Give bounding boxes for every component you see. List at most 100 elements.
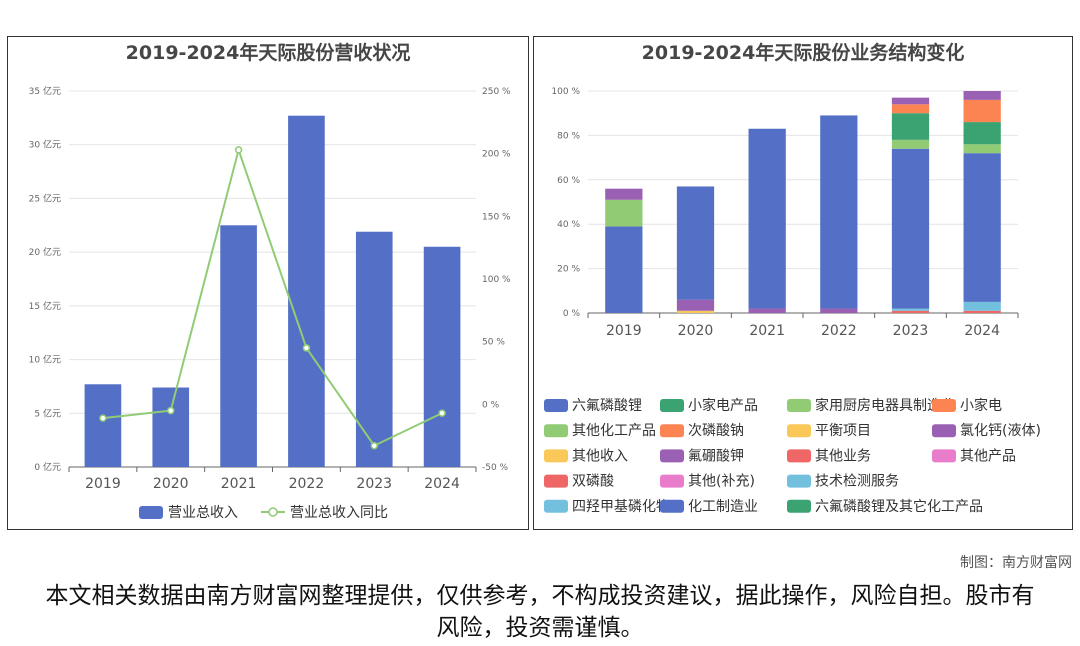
legend-swatch: [787, 499, 811, 513]
y-axis-tick-label: 100 %: [551, 87, 580, 97]
legend-label: 氟硼酸钾: [688, 448, 744, 464]
revenue-bar: [220, 225, 257, 467]
legend-swatch: [660, 449, 684, 463]
stacked-bar-segment: [676, 310, 715, 313]
x-axis-category-label: 2021: [221, 476, 257, 492]
stacked-bar-segment: [891, 104, 930, 114]
legend-swatch: [932, 449, 956, 463]
legend-swatch: [544, 499, 568, 513]
stacked-bar-segment: [820, 115, 858, 309]
revenue-bar: [84, 384, 122, 467]
legend-label: 家用厨房电器具制造业: [815, 397, 955, 414]
yoy-point: [302, 344, 311, 352]
legend-label: 四羟甲基磷化物: [572, 498, 670, 515]
legend-label: 其他产品: [960, 448, 1016, 464]
x-axis-category-label: 2019: [85, 476, 121, 492]
x-axis-category-label: 2019: [606, 323, 642, 339]
x-axis-category-label: 2023: [356, 476, 392, 492]
y-axis-tick-label: 30 亿元: [29, 139, 61, 151]
yoy-point: [438, 409, 446, 417]
x-axis-category-label: 2020: [678, 323, 714, 339]
chart-title: 2019-2024年天际股份业务结构变化: [642, 41, 965, 64]
stacked-bar-segment: [963, 301, 1001, 311]
legend-swatch: [660, 499, 684, 513]
stacked-bar-segment: [748, 128, 786, 309]
yoy-point: [99, 414, 107, 422]
legend-label: 次磷酸钠: [688, 423, 744, 439]
yoy-point: [370, 441, 378, 450]
x-axis-category-label: 2024: [964, 323, 1000, 339]
legend-swatch: [787, 424, 811, 438]
stacked-bar-segment: [820, 308, 858, 313]
y-axis-tick-label: 0 %: [563, 309, 581, 319]
legend-swatch: [787, 474, 811, 488]
y2-axis-tick-label: 200 %: [482, 150, 511, 160]
legend-swatch: [660, 399, 684, 412]
yoy-line: [102, 146, 443, 447]
yoy-point: [234, 146, 243, 154]
revenue-bar: [355, 231, 393, 467]
stacked-bar-segment: [605, 199, 643, 227]
y-axis-tick-label: 80 %: [557, 131, 580, 141]
legend-swatch: [660, 424, 684, 438]
x-axis-category-label: 2023: [893, 323, 929, 339]
stacked-bar-segment: [891, 308, 930, 311]
stacked-bar-segment: [891, 97, 930, 105]
stacked-bar-segment: [748, 308, 786, 313]
stacked-bar-segment: [676, 299, 715, 311]
y2-axis-tick-label: 50 %: [482, 338, 505, 348]
legend-label: 其他收入: [572, 448, 628, 464]
stacked-bar-segment: [963, 122, 1001, 145]
stacked-bar-segment: [963, 99, 1001, 123]
legend-swatch: [544, 424, 568, 438]
legend-swatch: [544, 474, 568, 488]
stacked-bar-segment: [676, 186, 715, 300]
stacked-bar-segment: [891, 139, 930, 149]
y-axis-tick-label: 0 亿元: [34, 461, 61, 473]
yoy-point: [167, 406, 175, 415]
stacked-bar-segment: [963, 153, 1001, 302]
stacked-bar-segment: [963, 310, 1001, 313]
y-axis-tick-label: 25 亿元: [29, 192, 61, 204]
legend-marker-yoy: [268, 507, 278, 517]
x-axis-category-label: 2021: [749, 323, 785, 339]
y-axis-tick-label: 15 亿元: [29, 300, 61, 312]
revenue-bar: [423, 246, 461, 467]
legend-label: 小家电产品: [688, 397, 758, 414]
y-axis-tick-label: 10 亿元: [29, 354, 61, 366]
legend-swatch: [544, 399, 568, 412]
revenue-chart: 2019-2024年天际股份营收状况 0 亿元 5 亿元 10 亿元 15 亿元 20 亿…: [29, 41, 511, 521]
x-axis-category-label: 2022: [289, 476, 325, 492]
stacked-bar-segment: [891, 148, 930, 309]
business-structure-chart: 2019-2024年天际股份业务结构变化 0 % 20 % 40 % 60 % 80 % 1…: [544, 41, 1041, 515]
legend-swatch: [660, 474, 684, 488]
legend-label: 平衡项目: [815, 423, 871, 439]
legend-label: 六氟磷酸锂及其它化工产品: [815, 498, 983, 515]
legend-label: 其他(补充): [688, 474, 755, 490]
y-axis-tick-label: 5 亿元: [34, 407, 61, 419]
y2-axis-tick-label: 0 %: [482, 400, 500, 410]
legend-swatch: [932, 399, 956, 412]
x-axis-category-label: 2024: [424, 476, 460, 492]
stacked-bar-segment: [605, 226, 643, 313]
legend-label: 双磷酸: [572, 474, 614, 490]
stacked-bar-segment: [891, 113, 930, 140]
y-axis-tick-label: 20 %: [557, 265, 580, 275]
legend-label: 六氟磷酸锂: [572, 398, 642, 414]
stacked-bar-segment: [963, 91, 1001, 100]
business-structure-chart-panel: 2019-2024年天际股份业务结构变化 0 % 20 % 40 % 60 % 80 % 1…: [533, 36, 1073, 530]
legend-swatch: [544, 449, 568, 463]
y2-axis-tick-label: 100 %: [482, 275, 511, 285]
y2-axis-tick-label: -50 %: [482, 463, 509, 473]
y-axis-tick-label: 20 亿元: [29, 246, 61, 258]
legend-swatch-revenue: [139, 506, 163, 519]
y-axis-tick-label: 60 %: [557, 176, 580, 186]
chart-credit: 制图：南方财富网: [960, 555, 1072, 571]
stacked-bar-segment: [963, 144, 1001, 154]
y-axis-tick-label: 35 亿元: [29, 85, 61, 97]
revenue-bar: [152, 387, 190, 467]
chart-title: 2019-2024年天际股份营收状况: [126, 41, 411, 64]
stacked-bar-segment: [891, 310, 930, 313]
y-axis-tick-label: 40 %: [557, 220, 580, 230]
legend-swatch: [787, 399, 811, 412]
